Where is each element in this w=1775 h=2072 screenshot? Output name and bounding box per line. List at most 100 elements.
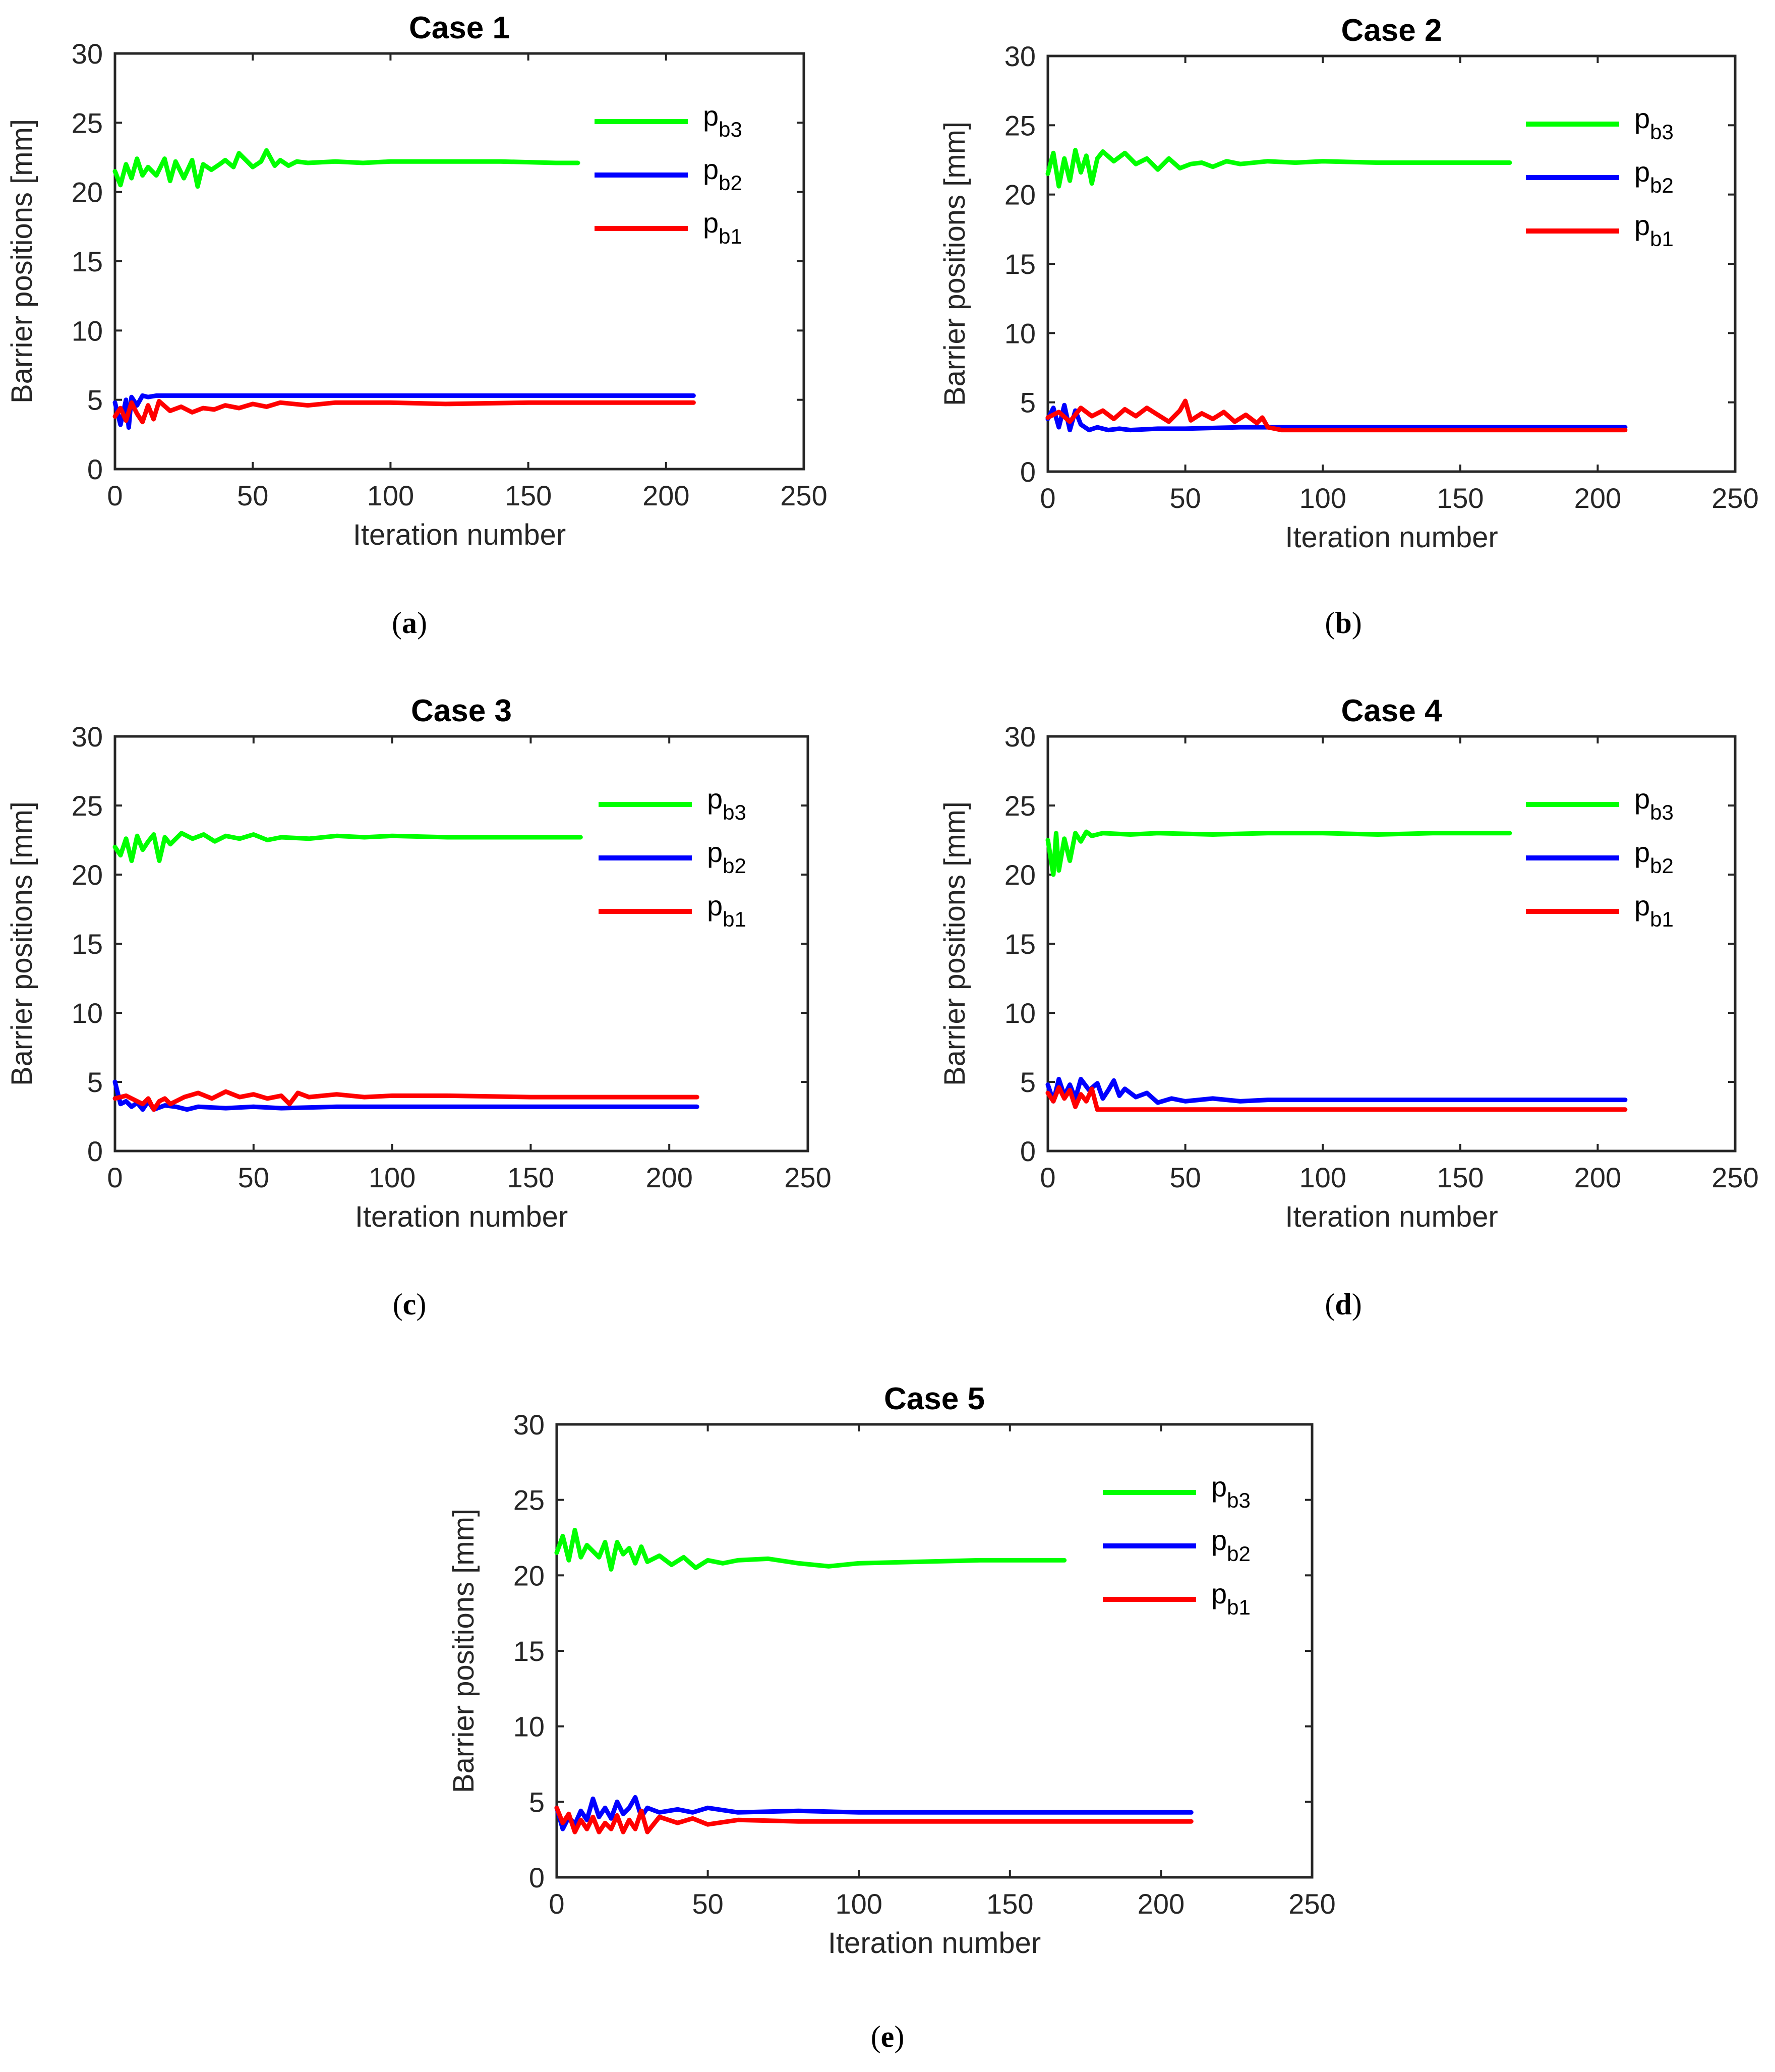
series-line-b1 [1045,1085,1628,1112]
y-tick-label: 30 [513,1409,545,1441]
y-tick-label: 0 [87,453,103,485]
legend-label-b3: pb3 [1211,1471,1251,1512]
y-tick-label: 30 [72,38,103,70]
x-tick-label: 150 [1437,482,1484,514]
x-axis-label: Iteration number [1285,1200,1498,1233]
x-tick-label: 150 [1437,1162,1484,1193]
y-tick-label: 30 [1004,721,1036,753]
y-tick-label: 25 [1004,790,1036,822]
chart-title: Case 2 [1341,13,1442,48]
x-tick-label: 100 [1299,482,1346,514]
subfigure-caption: (a) [392,606,427,640]
chart-panel-3: Case 3 0 50 100 150 200 250 0 5 10 15 20 25 30 Iterati… [6,694,832,1321]
x-tick-label: 50 [1169,482,1201,514]
x-tick-label: 200 [1574,482,1621,514]
legend-label-b2: pb2 [707,836,746,878]
y-tick-label: 5 [87,384,103,416]
chart-title: Case 4 [1341,694,1442,728]
x-tick-label: 100 [835,1888,882,1920]
y-tick-label: 20 [513,1560,545,1591]
y-tick-label: 10 [1004,997,1036,1029]
x-tick-label: 0 [107,1162,123,1193]
y-tick-label: 25 [513,1484,545,1516]
x-tick-label: 50 [238,1162,269,1193]
y-tick-label: 0 [1020,1135,1036,1167]
plot-area [1046,735,1737,1153]
chart-title: Case 5 [884,1382,985,1416]
legend-label-b3: pb3 [703,100,742,141]
x-tick-label: 100 [1299,1162,1346,1193]
subfigure-caption: (c) [393,1288,427,1321]
y-tick-label: 0 [529,1862,545,1893]
y-tick-label: 5 [529,1786,545,1818]
y-tick-label: 30 [1004,40,1036,72]
series-line-b2 [1045,402,1628,433]
x-tick-label: 200 [645,1162,692,1193]
series-line-b3 [112,831,583,864]
y-tick-label: 5 [1020,387,1036,419]
chart-panel-5: Case 5 0 50 100 150 200 250 0 5 10 15 20 25 30 Iterati… [447,1382,1336,2053]
y-tick-label: 20 [1004,859,1036,891]
chart-panel-4: Case 4 0 50 100 150 200 250 0 5 10 15 20 25 30 Iterati… [938,694,1759,1321]
plot-area [113,735,809,1153]
x-tick-label: 200 [1138,1888,1185,1920]
legend-label-b1: pb1 [1634,209,1674,251]
series-line-b2 [112,393,696,430]
x-tick-label: 250 [784,1162,831,1193]
legend-label-b2: pb2 [1211,1524,1251,1566]
y-tick-label: 20 [72,177,103,208]
y-tick-label: 10 [72,997,103,1029]
x-tick-label: 0 [1040,482,1055,514]
y-tick-label: 20 [72,859,103,891]
x-tick-label: 250 [1711,1162,1758,1193]
legend-label-b1: pb1 [703,207,742,248]
x-axis-label: Iteration number [1285,521,1498,554]
y-tick-label: 30 [72,721,103,753]
x-tick-label: 100 [369,1162,416,1193]
y-tick-label: 25 [1004,109,1036,141]
legend-label-b2: pb2 [1634,156,1674,197]
series-line-b1 [112,1089,699,1112]
x-tick-label: 0 [549,1888,564,1920]
x-tick-label: 250 [780,480,827,511]
x-tick-label: 150 [986,1888,1033,1920]
y-tick-label: 25 [72,790,103,822]
x-tick-label: 200 [1574,1162,1621,1193]
legend-label-b3: pb3 [1634,102,1674,144]
y-axis-label: Barrier positions [mm] [938,122,971,406]
series-line-b3 [1045,829,1512,877]
legend-label-b1: pb1 [1211,1578,1251,1619]
chart-title: Case 3 [411,694,512,728]
legend-label-b1: pb1 [1634,890,1674,931]
legend-label-b2: pb2 [1634,836,1674,878]
series-line-b1 [554,1805,1194,1834]
plot-area [555,1423,1314,1879]
chart-title: Case 1 [409,11,510,45]
series-line-b2 [1045,1077,1628,1105]
plot-area [113,52,805,471]
x-axis-label: Iteration number [355,1200,568,1233]
x-tick-label: 150 [507,1162,554,1193]
y-axis-label: Barrier positions [mm] [447,1509,480,1793]
x-axis-label: Iteration number [353,519,566,551]
series-line-b2 [554,1795,1194,1831]
y-tick-label: 15 [1004,928,1036,960]
series-line-b3 [554,1528,1067,1572]
y-tick-label: 15 [72,928,103,960]
y-tick-label: 10 [1004,317,1036,349]
series-line-b1 [112,398,696,425]
y-axis-label: Barrier positions [mm] [6,801,38,1086]
x-tick-label: 200 [642,480,689,511]
subfigure-caption: (e) [871,2020,905,2053]
y-tick-label: 0 [87,1135,103,1167]
x-tick-label: 250 [1288,1888,1335,1920]
x-tick-label: 50 [237,480,268,511]
x-tick-label: 100 [367,480,414,511]
y-axis-label: Barrier positions [mm] [6,119,38,404]
series-line-b1 [1045,398,1628,433]
series-line-b3 [1045,148,1512,189]
chart-panel-2: Case 2 0 50 100 150 200 250 0 5 10 15 20 25 30 Iterati… [938,13,1759,640]
y-tick-label: 5 [87,1066,103,1098]
x-tick-label: 50 [692,1888,723,1920]
